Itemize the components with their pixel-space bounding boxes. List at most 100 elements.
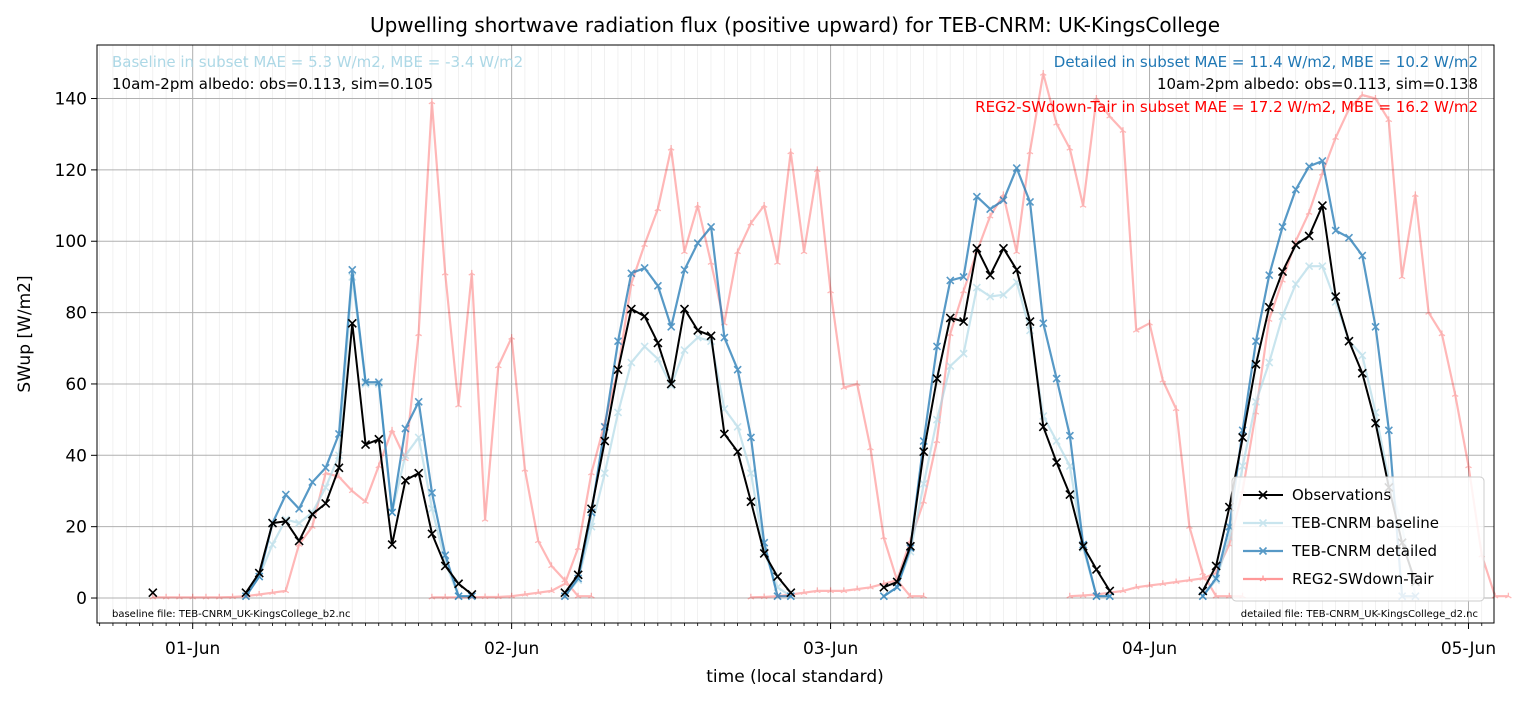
data-point-baseline xyxy=(946,362,955,371)
data-point-baseline xyxy=(401,451,410,460)
y-tick-label: 120 xyxy=(55,161,87,181)
data-point-detailed xyxy=(1212,574,1221,583)
data-point-observations xyxy=(613,365,623,375)
data-point-detailed xyxy=(374,378,383,387)
data-point-observations xyxy=(1091,564,1102,575)
data-point-reg2 xyxy=(946,330,954,337)
series-reg2 xyxy=(149,70,1512,600)
data-point-detailed xyxy=(295,504,304,513)
data-point-reg2 xyxy=(521,590,529,597)
data-point-detailed xyxy=(1092,592,1101,601)
legend-marker-detailed xyxy=(1258,546,1268,556)
data-point-reg2 xyxy=(734,248,741,255)
data-point-reg2 xyxy=(1398,273,1406,280)
x-tick-label: 01-Jun xyxy=(165,639,220,659)
data-point-detailed xyxy=(401,424,410,433)
data-point-observations xyxy=(467,589,477,600)
series-line-detailed xyxy=(564,225,791,598)
data-point-detailed xyxy=(1318,156,1327,166)
data-point-observations xyxy=(1025,316,1035,327)
data-point-reg2 xyxy=(455,401,462,408)
data-point-reg2 xyxy=(1053,119,1060,126)
data-point-reg2 xyxy=(588,469,595,476)
data-point-detailed xyxy=(653,281,662,290)
data-point-detailed xyxy=(1251,337,1261,346)
data-point-detailed xyxy=(932,342,942,351)
data-point-baseline xyxy=(321,483,330,492)
data-point-reg2 xyxy=(189,593,197,600)
x-tick-label: 04-Jun xyxy=(1122,639,1177,659)
data-point-observations xyxy=(1331,291,1341,302)
data-point-detailed xyxy=(1012,164,1021,173)
data-point-detailed xyxy=(454,592,463,601)
legend-marker-observations xyxy=(1258,490,1268,500)
data-point-detailed xyxy=(348,265,357,274)
legend-swatch-reg2 xyxy=(1243,575,1283,582)
data-point-reg2 xyxy=(853,380,861,387)
series-line-detailed xyxy=(244,268,472,598)
data-point-detailed xyxy=(1065,431,1074,440)
data-point-baseline xyxy=(667,381,676,390)
annotation-reg2-stats: REG2-SWdown-Tair in subset MAE = 17.2 W/… xyxy=(975,98,1478,116)
data-point-detailed xyxy=(972,192,981,201)
data-point-baseline xyxy=(986,292,995,301)
data-point-observations xyxy=(1304,231,1314,241)
data-point-observations xyxy=(1344,336,1354,346)
data-point-reg2 xyxy=(1212,592,1220,599)
data-point-reg2 xyxy=(521,466,529,472)
data-point-observations xyxy=(733,447,743,457)
data-point-reg2 xyxy=(534,537,542,544)
data-point-detailed xyxy=(1265,271,1274,280)
data-point-reg2 xyxy=(827,587,834,594)
data-point-reg2 xyxy=(548,562,555,569)
legend-marker-reg2 xyxy=(1259,575,1267,582)
data-point-observations xyxy=(932,374,942,384)
data-point-reg2 xyxy=(508,592,516,599)
data-point-observations xyxy=(653,338,663,348)
data-point-reg2 xyxy=(1504,592,1512,599)
data-point-reg2 xyxy=(1146,582,1153,588)
data-point-reg2 xyxy=(840,587,848,594)
data-point-detailed xyxy=(773,592,782,601)
data-point-observations xyxy=(1211,561,1221,571)
data-point-observations xyxy=(693,325,703,335)
data-point-reg2 xyxy=(1093,95,1100,101)
legend-box xyxy=(1231,476,1485,602)
data-point-reg2 xyxy=(986,212,994,219)
data-point-detailed xyxy=(879,592,888,601)
data-point-reg2 xyxy=(1305,209,1313,216)
data-point-baseline xyxy=(295,519,304,528)
data-point-reg2 xyxy=(468,269,476,276)
data-point-baseline xyxy=(693,333,702,342)
data-point-reg2 xyxy=(840,384,848,390)
data-point-observations xyxy=(387,539,397,550)
data-point-reg2 xyxy=(880,533,888,540)
data-point-reg2 xyxy=(534,589,542,595)
annotation-baseline-stats: Baseline in subset MAE = 5.3 W/m2, MBE =… xyxy=(112,53,523,71)
data-point-observations xyxy=(1052,457,1062,468)
data-point-observations xyxy=(719,429,729,439)
data-point-observations xyxy=(334,463,344,473)
data-point-observations xyxy=(374,434,384,444)
data-point-reg2 xyxy=(867,444,874,451)
data-point-reg2 xyxy=(1372,95,1379,101)
series-line-reg2 xyxy=(152,100,592,599)
legend-label-reg2: REG2-SWdown-Tair xyxy=(1292,570,1434,588)
data-point-observations xyxy=(1238,432,1248,443)
legend-swatch-baseline xyxy=(1243,518,1283,528)
annotation-baseline-albedo: 10am-2pm albedo: obs=0.113, sim=0.105 xyxy=(112,75,433,93)
data-point-reg2 xyxy=(481,593,489,600)
data-point-reg2 xyxy=(707,259,715,265)
data-point-detailed xyxy=(627,269,636,278)
legend-swatch-detailed xyxy=(1243,546,1283,556)
data-point-observations xyxy=(959,316,969,327)
y-tick-label: 40 xyxy=(65,446,87,466)
data-point-baseline xyxy=(613,408,623,417)
data-point-reg2 xyxy=(335,473,343,480)
y-tick-label: 60 xyxy=(65,375,87,395)
data-point-observations xyxy=(360,440,371,450)
data-point-reg2 xyxy=(548,587,555,594)
y-tick-label: 80 xyxy=(65,304,87,324)
data-point-reg2 xyxy=(1119,587,1127,594)
data-point-reg2 xyxy=(1345,105,1353,112)
